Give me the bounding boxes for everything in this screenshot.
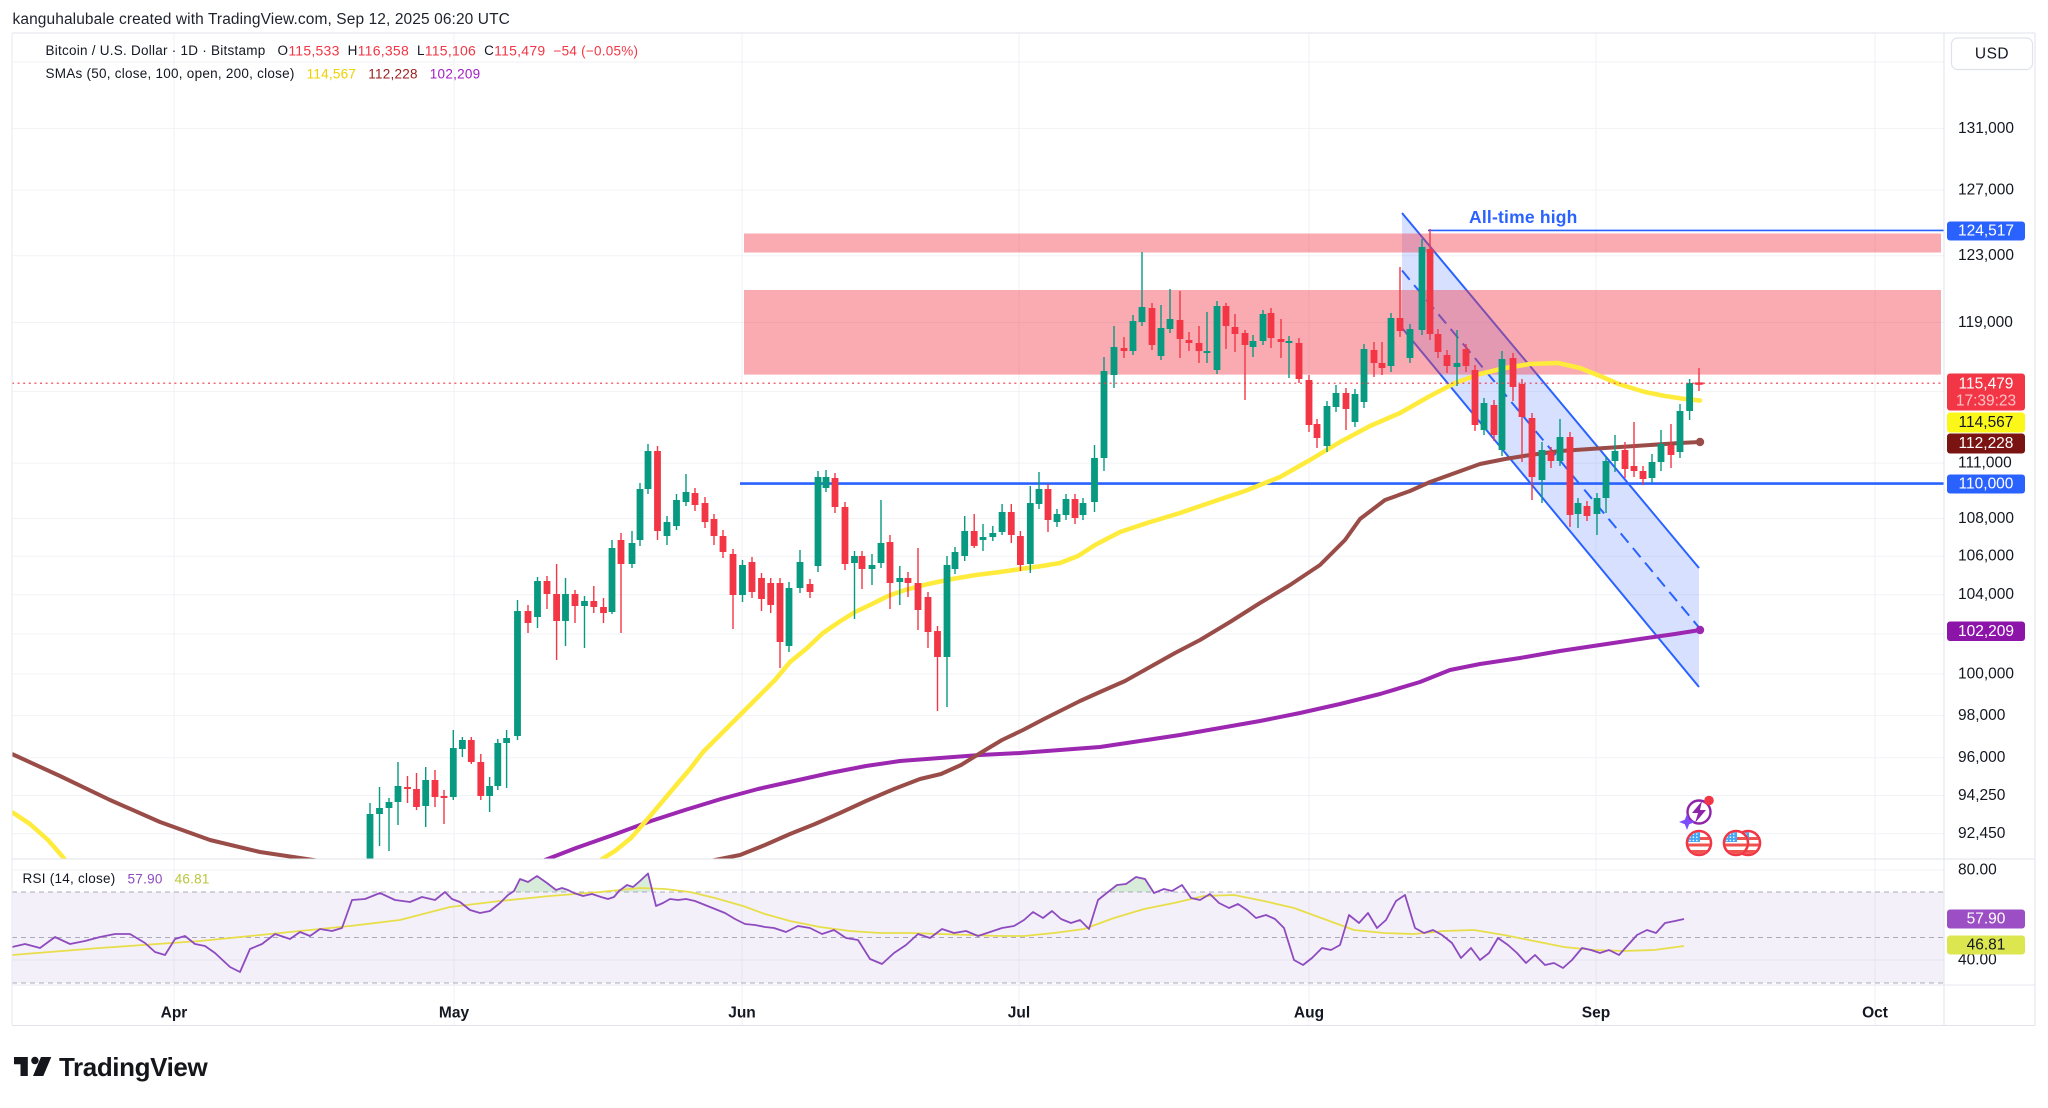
svg-text:119,000: 119,000 xyxy=(1958,314,2013,331)
svg-text:115,479: 115,479 xyxy=(1959,375,2014,392)
svg-text:100,000: 100,000 xyxy=(1958,665,2014,682)
svg-text:94,250: 94,250 xyxy=(1958,787,2006,804)
svg-text:17:39:23: 17:39:23 xyxy=(1956,392,2016,409)
svg-text:104,000: 104,000 xyxy=(1958,586,2014,603)
svg-text:131,000: 131,000 xyxy=(1958,120,2014,137)
svg-text:127,000: 127,000 xyxy=(1958,182,2014,199)
svg-text:46.81: 46.81 xyxy=(1967,937,2006,954)
svg-text:102,209: 102,209 xyxy=(1958,623,2014,640)
svg-text:112,228: 112,228 xyxy=(1959,435,2014,452)
svg-text:111,000: 111,000 xyxy=(1958,455,2012,472)
svg-text:114,567: 114,567 xyxy=(1959,414,2014,431)
svg-text:Oct: Oct xyxy=(1862,1005,1888,1022)
svg-text:TradingView: TradingView xyxy=(59,1052,208,1082)
svg-text:57.90: 57.90 xyxy=(1967,911,2006,928)
svg-text:SMAs (50, close, 100, open, 20: SMAs (50, close, 100, open, 200, close) … xyxy=(46,66,481,81)
svg-text:96,000: 96,000 xyxy=(1958,749,2006,766)
svg-text:108,000: 108,000 xyxy=(1958,510,2014,527)
svg-text:Apr: Apr xyxy=(161,1005,188,1022)
svg-text:Jun: Jun xyxy=(728,1005,756,1022)
svg-text:USD: USD xyxy=(1975,46,2009,63)
svg-text:106,000: 106,000 xyxy=(1958,548,2014,565)
svg-text:98,000: 98,000 xyxy=(1958,707,2006,724)
svg-text:124,517: 124,517 xyxy=(1958,223,2014,240)
svg-text:40.00: 40.00 xyxy=(1958,952,1997,969)
svg-text:110,000: 110,000 xyxy=(1959,476,2014,493)
svg-text:123,000: 123,000 xyxy=(1958,247,2014,264)
svg-text:80.00: 80.00 xyxy=(1958,862,1997,879)
svg-text:Aug: Aug xyxy=(1294,1005,1324,1022)
svg-text:All-time high: All-time high xyxy=(1469,207,1578,227)
svg-text:kanguhalubale created with Tra: kanguhalubale created with TradingView.c… xyxy=(13,11,510,28)
svg-text:Bitcoin / U.S. Dollar · 1D · B: Bitcoin / U.S. Dollar · 1D · Bitstamp O1… xyxy=(46,43,639,59)
svg-text:May: May xyxy=(439,1005,470,1022)
svg-text:Jul: Jul xyxy=(1008,1005,1030,1022)
svg-text:RSI (14, close) 57.90 46.8: RSI (14, close) 57.90 46.81 xyxy=(23,871,210,886)
svg-text:92,450: 92,450 xyxy=(1958,825,2006,842)
svg-text:Sep: Sep xyxy=(1582,1005,1610,1022)
